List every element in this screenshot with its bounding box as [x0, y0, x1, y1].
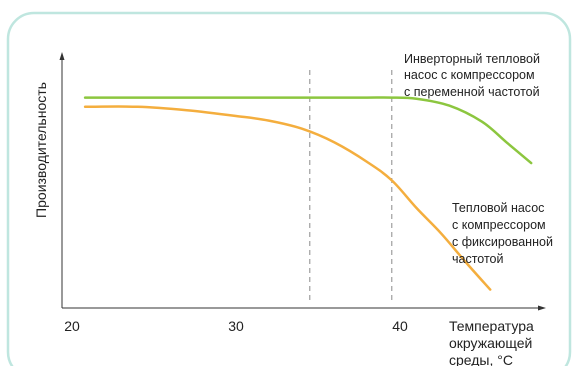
x-tick-label: 20 — [64, 318, 80, 334]
x-axis-arrow — [538, 305, 546, 311]
y-axis-arrow — [59, 52, 65, 60]
series-label-line: насос с компрессором — [404, 68, 535, 82]
x-axis-label-line: Температура — [449, 318, 534, 334]
series-layer — [83, 96, 533, 291]
x-tick-labels: 20 30 40 — [64, 318, 408, 334]
series-label-line: с компрессором — [452, 218, 546, 232]
series-label-line: с фиксированной — [452, 235, 553, 249]
series-label-line: Инверторный тепловой — [404, 52, 540, 66]
x-tick-label: 30 — [228, 318, 244, 334]
series-label-line: с переменной частотой — [404, 85, 540, 99]
x-tick-label: 40 — [392, 318, 408, 334]
series-label-line: Тепловой насос — [452, 201, 544, 215]
reference-lines — [309, 70, 393, 304]
series-label-fixed: Тепловой насос с компрессором с фиксиров… — [452, 201, 556, 266]
y-axis-label: Производительность — [33, 82, 49, 218]
x-axis-label: Температура окружающей среды, °C — [449, 318, 538, 366]
fixed-speed-curve — [83, 105, 492, 291]
series-label-line: частотой — [452, 252, 504, 266]
x-axis-label-line: среды, °C — [449, 352, 513, 366]
x-axis-label-line: окружающей — [449, 335, 532, 351]
series-label-inverter: Инверторный тепловой насос с компрессоро… — [404, 52, 543, 99]
inverter-curve — [83, 96, 533, 165]
